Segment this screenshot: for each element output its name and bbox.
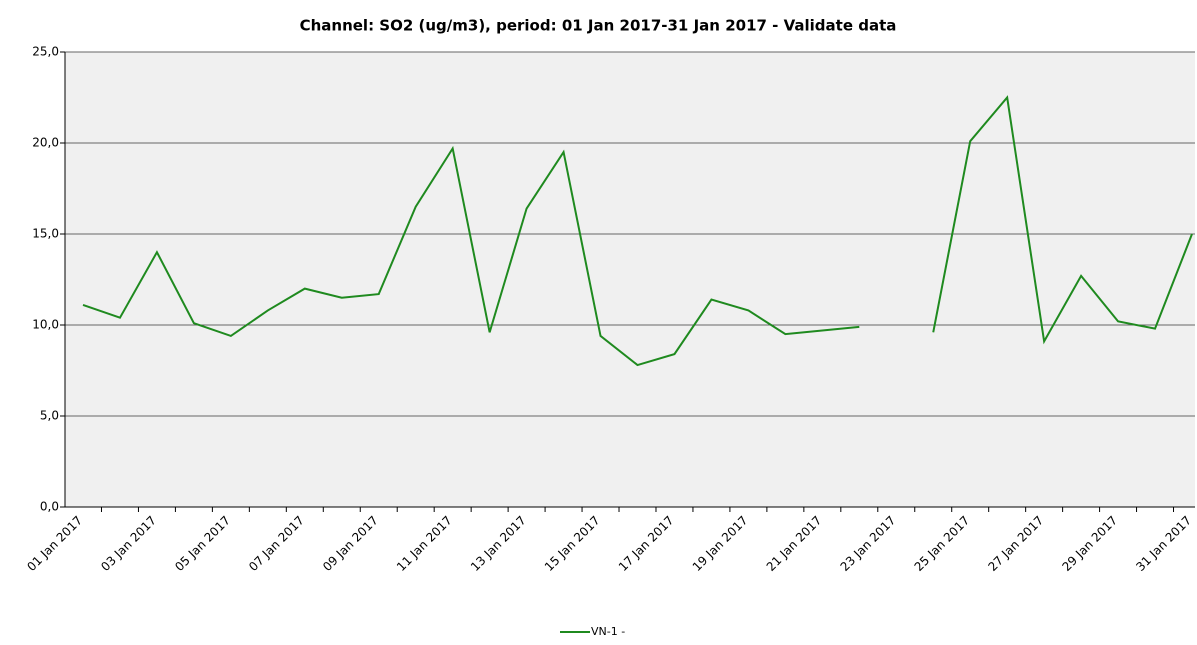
x-tick-label: 13 Jan 2017 [468, 513, 529, 574]
legend-label: VN-1 - [591, 625, 625, 638]
x-tick-label: 09 Jan 2017 [320, 513, 381, 574]
x-tick-label: 01 Jan 2017 [24, 513, 85, 574]
plot-area [65, 52, 1195, 507]
y-tick-label: 25,0 [32, 45, 59, 59]
x-tick-label: 21 Jan 2017 [764, 513, 825, 574]
x-tick-label: 05 Jan 2017 [172, 513, 233, 574]
x-tick-label: 29 Jan 2017 [1059, 513, 1120, 574]
y-tick-label: 20,0 [32, 136, 59, 150]
x-tick-label: 11 Jan 2017 [394, 513, 455, 574]
x-tick-label: 07 Jan 2017 [246, 513, 307, 574]
y-tick-label: 15,0 [32, 227, 59, 241]
chart-title: Channel: SO2 (ug/m3), period: 01 Jan 201… [300, 17, 897, 35]
x-tick-label: 19 Jan 2017 [690, 513, 751, 574]
y-tick-label: 5,0 [40, 409, 59, 423]
x-tick-label: 25 Jan 2017 [912, 513, 973, 574]
x-tick-label: 23 Jan 2017 [838, 513, 899, 574]
data-line [82, 95, 1193, 367]
x-tick-label: 15 Jan 2017 [542, 513, 603, 574]
x-tick-label: 31 Jan 2017 [1133, 513, 1194, 574]
x-tick-label: 03 Jan 2017 [98, 513, 159, 574]
y-tick-label: 0,0 [40, 500, 59, 514]
x-tick-label: 27 Jan 2017 [985, 513, 1046, 574]
y-tick-label: 10,0 [32, 318, 59, 332]
x-tick-label: 17 Jan 2017 [616, 513, 677, 574]
